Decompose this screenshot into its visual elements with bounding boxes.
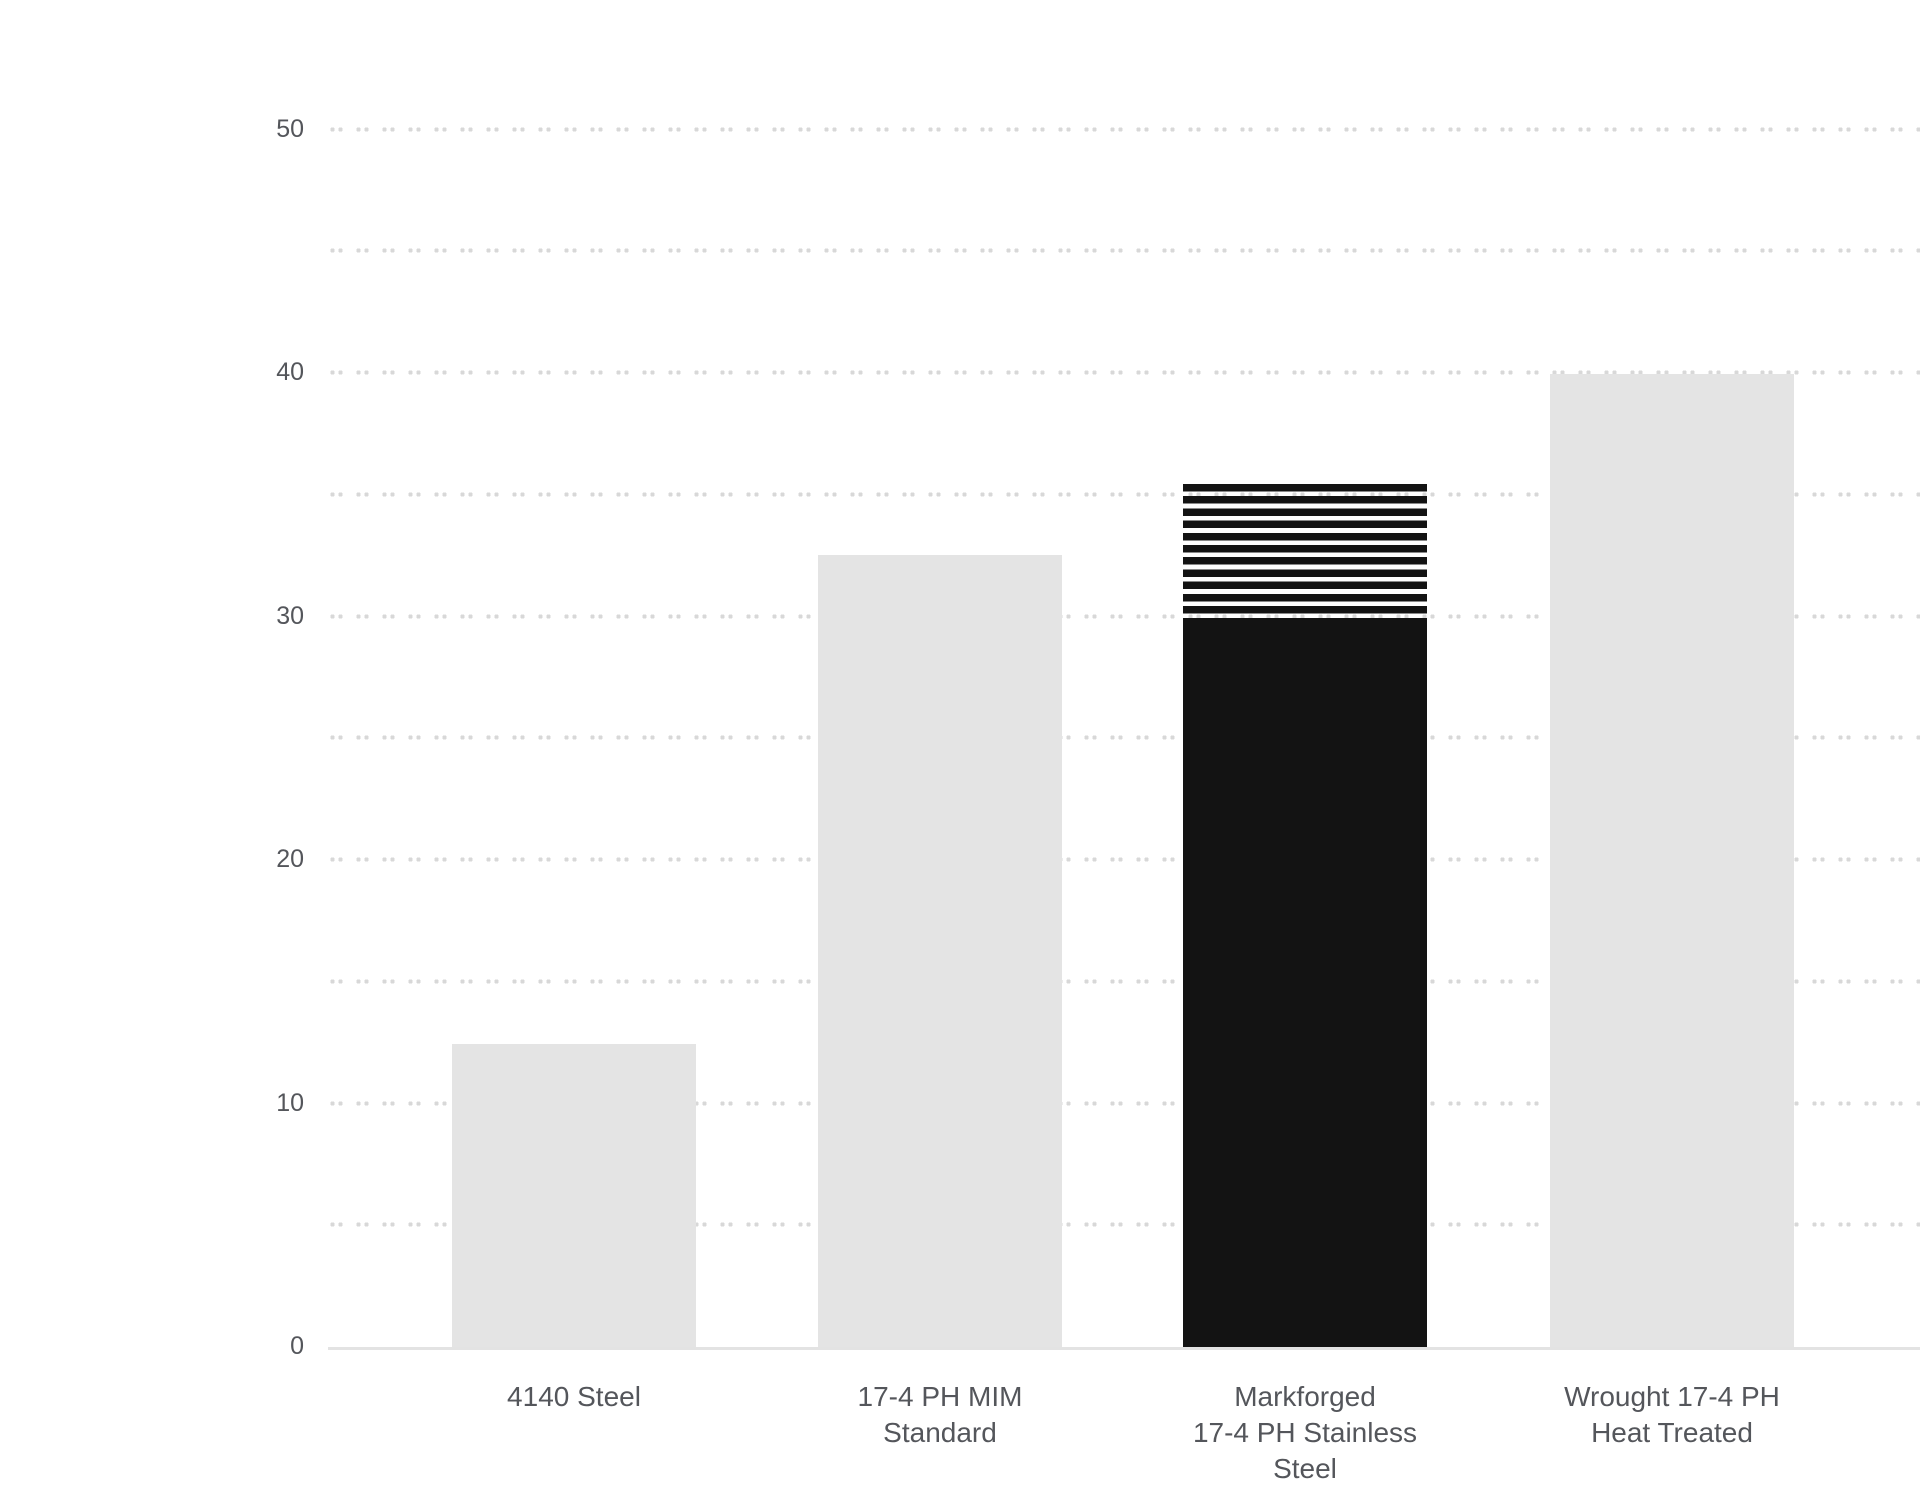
bar-segment-solid xyxy=(1183,617,1427,1347)
y-tick-label-20: 20 xyxy=(276,845,304,873)
bar-segment-striped xyxy=(1183,484,1427,618)
gridline-25 xyxy=(330,735,1920,741)
y-tick-label-50: 50 xyxy=(276,114,304,143)
y-tick-label-30: 30 xyxy=(276,601,304,630)
gridline-5 xyxy=(330,1222,1920,1228)
gridline-10 xyxy=(330,1100,1920,1106)
gridline-50 xyxy=(330,126,1920,132)
bar-markforged-17-4-ph-stainless-steel xyxy=(1183,484,1427,1347)
category-label-markforged-17-4-ph-stainless-steel: Markforged 17-4 PH Stainless Steel xyxy=(1192,1381,1418,1484)
gridline-15 xyxy=(330,978,1920,984)
x-axis-baseline xyxy=(328,1347,1920,1350)
bar-wrought-17-4-ph-heat-treated xyxy=(1550,374,1794,1347)
y-tick-label-40: 40 xyxy=(276,358,304,386)
category-label-17-4-ph-mim-standard: 17-4 PH MIM Standard xyxy=(857,1381,1023,1448)
category-label-wrought-17-4-ph-heat-treated: Wrought 17-4 PH Heat Treated xyxy=(1564,1381,1780,1448)
category-label-4140-steel: 4140 Steel xyxy=(507,1381,641,1412)
gridline-30 xyxy=(330,613,1920,619)
gridline-35 xyxy=(330,491,1920,497)
gridline-40 xyxy=(330,370,1920,375)
gridline-45 xyxy=(330,248,1920,254)
bar-17-4-ph-mim-standard xyxy=(818,554,1062,1347)
y-tick-label-10: 10 xyxy=(276,1088,304,1117)
gridline-20 xyxy=(330,857,1920,862)
y-tick-label-0: 0 xyxy=(290,1332,304,1360)
bar-4140-steel xyxy=(452,1044,696,1347)
